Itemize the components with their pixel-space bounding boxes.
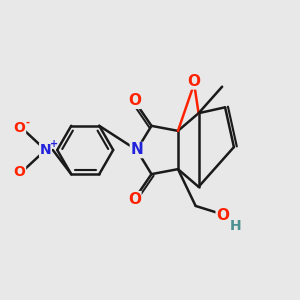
Text: O: O bbox=[128, 192, 141, 207]
Text: -: - bbox=[25, 118, 29, 128]
Text: N: N bbox=[130, 142, 143, 158]
Text: O: O bbox=[14, 121, 26, 135]
Text: +: + bbox=[50, 139, 58, 148]
Text: N: N bbox=[40, 143, 51, 157]
Text: O: O bbox=[128, 93, 141, 108]
Text: O: O bbox=[14, 165, 26, 179]
Text: O: O bbox=[188, 74, 201, 89]
Text: H: H bbox=[230, 219, 241, 233]
Text: O: O bbox=[216, 208, 229, 223]
